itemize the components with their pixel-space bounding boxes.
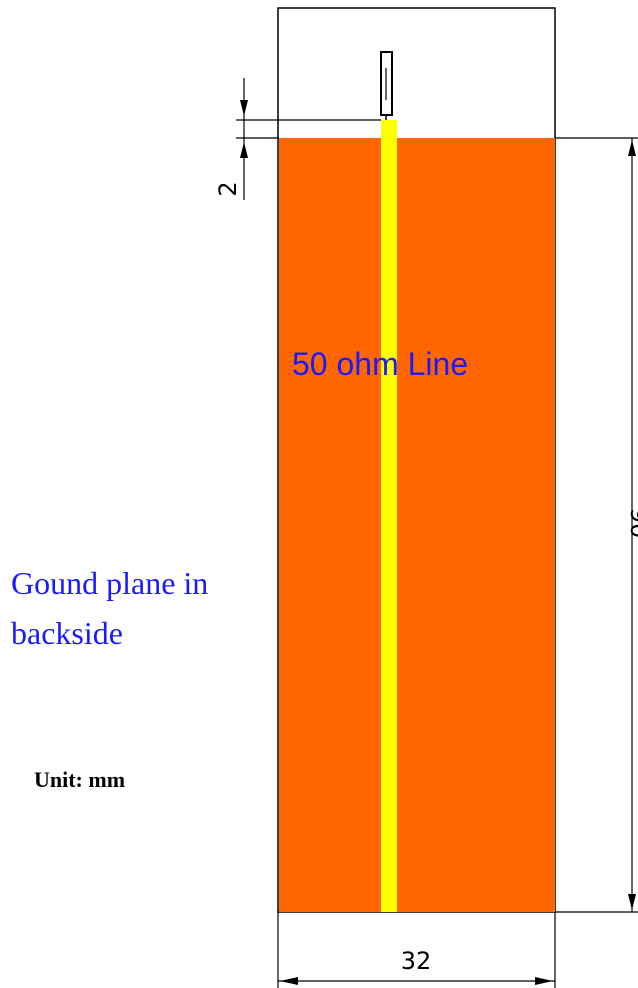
ground-plane — [279, 138, 555, 912]
line-label: 50 ohm Line — [292, 346, 468, 382]
ground-plane-label-line2: backside — [11, 615, 123, 651]
dim-width-arrow-left — [280, 977, 298, 985]
ground-plane-label-line1: Gound plane in — [11, 565, 208, 601]
dim-width-arrow-right — [535, 977, 553, 985]
dim-gap-arrow-down — [240, 100, 248, 116]
dim-gap-arrow-up — [240, 142, 248, 158]
microstrip-line — [381, 120, 397, 912]
dim-width-label: 32 — [401, 947, 432, 975]
dim-length-arrow-bottom — [628, 894, 636, 910]
dim-gap-label: 2 — [214, 181, 242, 196]
dim-length-arrow-top — [628, 140, 636, 156]
dim-length-label: 90 — [625, 508, 638, 539]
unit-label: Unit: mm — [34, 767, 125, 792]
